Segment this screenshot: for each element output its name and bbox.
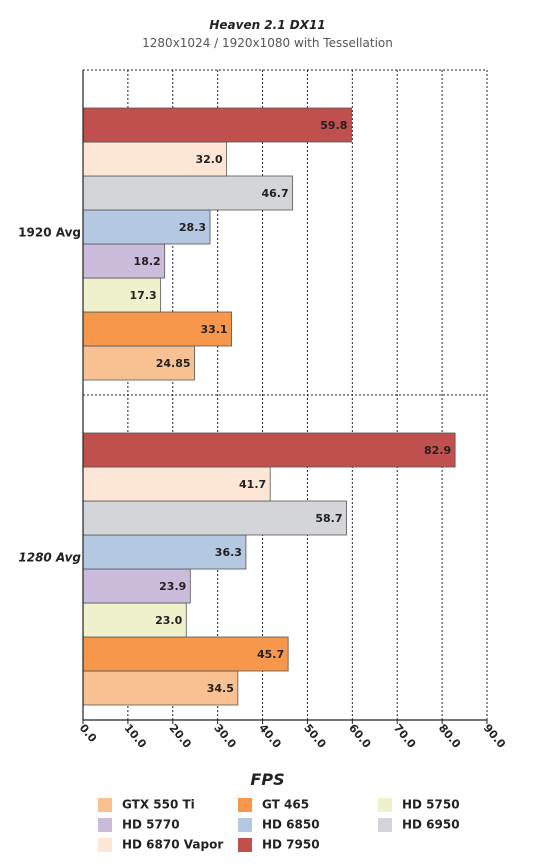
data-label: 23.0 — [155, 614, 182, 627]
data-label: 46.7 — [261, 187, 288, 200]
legend-label: HD 7950 — [262, 837, 320, 852]
data-label: 36.3 — [215, 546, 242, 559]
category-label: 1920 Avg — [18, 226, 81, 240]
bar — [82, 141, 228, 177]
bar — [82, 175, 294, 211]
x-axis-label: FPS — [250, 770, 285, 789]
data-label: 24.85 — [156, 357, 191, 370]
category-label: 1280 Avg — [18, 551, 81, 565]
data-label: 58.7 — [315, 512, 342, 525]
bar — [82, 670, 239, 706]
legend-swatch — [238, 797, 252, 812]
legend-item: HD 5750 — [378, 797, 460, 817]
data-label: 45.7 — [257, 648, 284, 661]
legend-swatch — [238, 817, 252, 832]
data-label: 32.0 — [196, 153, 223, 166]
legend-swatch — [98, 817, 112, 832]
legend-item: GT 465 — [238, 797, 309, 817]
legend-item: HD 6850 — [238, 817, 320, 837]
legend-item: GTX 550 Ti — [98, 797, 195, 817]
data-label: 17.3 — [130, 289, 157, 302]
x-tick-label: 20.0 — [166, 722, 194, 751]
x-tick-label: 50.0 — [301, 722, 329, 751]
legend-swatch — [378, 817, 392, 832]
legend-label: HD 6870 Vapor — [122, 837, 224, 852]
legend-item: HD 6950 — [378, 817, 460, 837]
x-tick-label: 90.0 — [481, 722, 509, 751]
legend-label: HD 6950 — [402, 817, 460, 832]
data-label: 41.7 — [239, 478, 266, 491]
legend-item: HD 7950 — [238, 837, 320, 857]
legend-swatch — [238, 837, 252, 852]
x-tick-label: 40.0 — [256, 722, 284, 751]
x-tick-label: 70.0 — [391, 722, 419, 751]
x-tick-label: 30.0 — [211, 722, 239, 751]
legend-item: HD 6870 Vapor — [98, 837, 223, 857]
bar — [82, 432, 456, 468]
legend-swatch — [98, 837, 112, 852]
data-label: 34.5 — [207, 682, 234, 695]
bar — [82, 568, 191, 604]
legend-label: HD 6850 — [262, 817, 320, 832]
bar — [82, 107, 352, 143]
legend-swatch — [98, 797, 112, 812]
legend-item: HD 5770 — [98, 817, 180, 837]
x-tick-label: 60.0 — [346, 722, 374, 751]
bar — [82, 345, 195, 381]
data-label: 33.1 — [200, 323, 227, 336]
bar — [82, 602, 187, 638]
x-tick-label: 0.0 — [77, 722, 100, 746]
data-label: 18.2 — [134, 255, 161, 268]
data-label: 59.8 — [320, 119, 347, 132]
bar — [82, 311, 232, 347]
data-label: 82.9 — [424, 444, 451, 457]
chart-subtitle: 1280x1024 / 1920x1080 with Tessellation — [142, 36, 393, 50]
data-label: 23.9 — [159, 580, 186, 593]
bar — [82, 636, 289, 672]
bar — [82, 277, 162, 313]
x-tick-label: 80.0 — [436, 722, 464, 751]
chart-title: Heaven 2.1 DX11 — [209, 18, 326, 32]
legend-label: HD 5750 — [402, 797, 460, 812]
legend-label: GT 465 — [262, 797, 310, 812]
legend-label: GTX 550 Ti — [122, 797, 195, 812]
legend-label: HD 5770 — [122, 817, 180, 832]
legend-swatch — [378, 797, 392, 812]
bar-chart: 24.85 33.1 17.3 18.2 28.3 46.7 32.0 59.8 1920 Av… — [18, 69, 509, 751]
data-label: 28.3 — [179, 221, 206, 234]
bar — [82, 500, 347, 536]
x-tick-label: 10.0 — [122, 722, 150, 751]
